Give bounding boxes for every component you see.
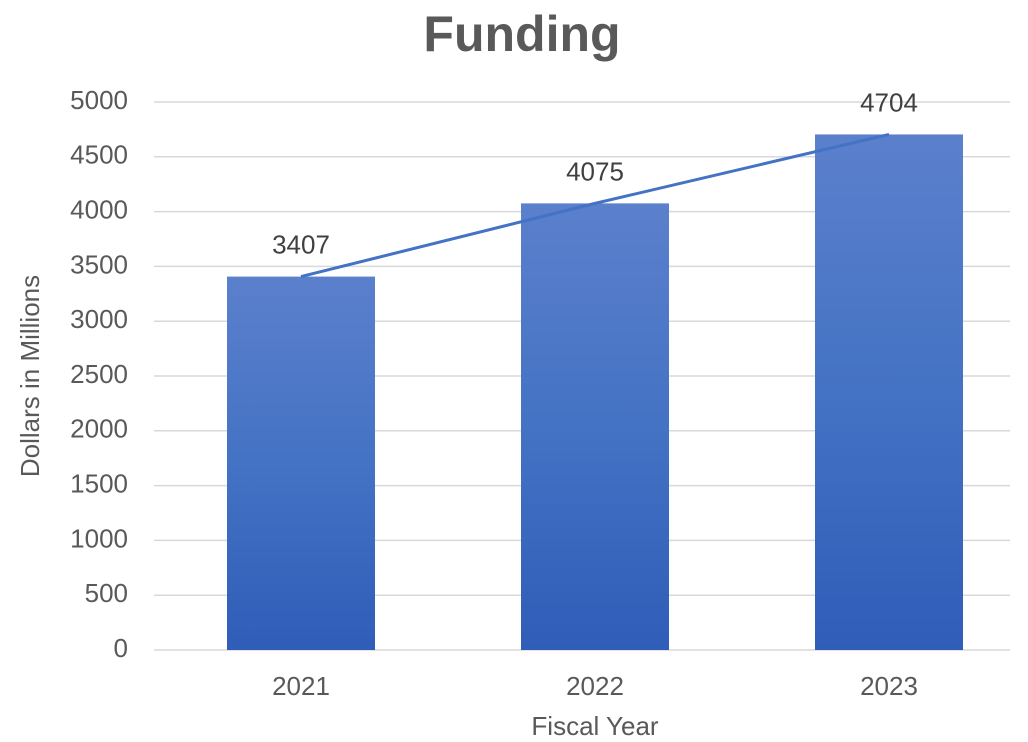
chart-title: Funding xyxy=(423,6,620,62)
bar xyxy=(227,276,375,650)
y-tick-label: 1500 xyxy=(70,468,128,498)
y-tick-label: 3500 xyxy=(70,249,128,279)
trendline xyxy=(300,132,890,279)
bar xyxy=(815,134,963,651)
x-tick-label: 2021 xyxy=(272,671,330,701)
x-axis-label: Fiscal Year xyxy=(531,711,659,741)
x-tick-label: 2022 xyxy=(566,671,624,701)
y-tick-label: 4000 xyxy=(70,194,128,224)
y-tick-label: 1000 xyxy=(70,523,128,553)
y-axis-label: Dollars in Millions xyxy=(15,275,45,477)
y-tick-label: 4500 xyxy=(70,140,128,170)
y-tick-label: 3000 xyxy=(70,304,128,334)
y-tick-label: 500 xyxy=(85,578,128,608)
data-label: 3407 xyxy=(272,229,330,259)
y-tick-label: 2500 xyxy=(70,359,128,389)
y-tick-label: 2000 xyxy=(70,414,128,444)
y-tick-label: 0 xyxy=(114,633,128,663)
data-label: 4704 xyxy=(860,87,918,117)
bar xyxy=(521,203,669,650)
x-tick-label: 2023 xyxy=(860,671,918,701)
y-tick-label: 5000 xyxy=(70,85,128,115)
data-label: 4075 xyxy=(566,156,624,186)
